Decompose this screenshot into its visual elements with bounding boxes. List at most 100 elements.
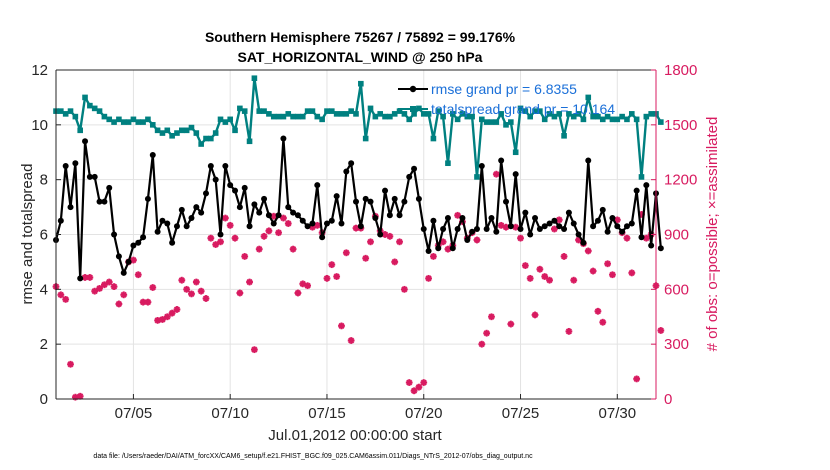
obs-point — [289, 245, 297, 253]
totalspread-point — [561, 133, 567, 139]
obs-point — [173, 306, 181, 313]
rmse-point — [643, 182, 650, 189]
totalspread-point — [338, 111, 345, 117]
rmse-point — [628, 220, 635, 227]
totalspread-point — [270, 113, 277, 120]
obs-point — [570, 276, 578, 284]
totalspread-point — [77, 127, 83, 134]
rmse-point — [648, 242, 655, 249]
rmse-point — [614, 223, 621, 230]
totalspread-point — [570, 113, 577, 120]
rmse-point — [222, 162, 229, 169]
rmse-point — [232, 187, 239, 194]
footnote: data file: /Users/raeder/DAI/ATM_forcXX/… — [93, 453, 533, 460]
rmse-point — [367, 198, 374, 205]
totalspread-point — [362, 135, 369, 142]
totalspread-point — [522, 108, 529, 114]
rmse-point — [275, 212, 282, 219]
totalspread-point — [58, 108, 64, 114]
obs-point — [163, 313, 171, 321]
rmse-point — [198, 209, 205, 216]
obs-point — [347, 337, 355, 344]
obs-point — [313, 221, 321, 229]
totalspread-point — [420, 111, 427, 117]
rmse-point — [377, 231, 384, 238]
rmse-point — [551, 217, 558, 224]
y2-tick-label: 1500 — [664, 117, 697, 134]
rmse-point — [82, 138, 89, 145]
totalspread-point — [217, 116, 224, 123]
rmse-point — [294, 212, 301, 219]
rmse-point — [338, 220, 345, 227]
rmse-point — [406, 173, 413, 180]
obs-point — [391, 258, 399, 266]
rmse-point — [498, 157, 505, 164]
totalspread-point — [290, 113, 296, 120]
totalspread-point — [232, 127, 238, 134]
rmse-point — [527, 231, 534, 238]
legend-rmse-marker — [409, 85, 417, 93]
rmse-point — [217, 231, 224, 238]
rmse-point — [86, 173, 93, 180]
totalspread-point — [329, 108, 335, 114]
obs-point — [236, 289, 244, 297]
rmse-point — [193, 204, 200, 211]
rmse-point — [106, 184, 113, 191]
rmse-point — [207, 162, 214, 169]
obs-point — [221, 214, 229, 222]
rmse-point — [333, 193, 340, 200]
totalspread-point — [566, 111, 572, 117]
obs-point — [183, 285, 191, 293]
obs-point — [217, 238, 224, 246]
totalspread-point — [575, 111, 582, 117]
totalspread-point — [285, 111, 292, 117]
rmse-point — [130, 242, 137, 249]
obs-point — [367, 238, 374, 246]
totalspread-point — [183, 127, 190, 134]
rmse-point — [604, 228, 611, 235]
rmse-point — [314, 182, 321, 189]
rmse-point — [362, 195, 369, 202]
rmse-point — [430, 217, 437, 224]
obs-point — [628, 269, 636, 277]
totalspread-point — [188, 124, 195, 131]
totalspread-point — [629, 111, 635, 117]
rmse-point — [570, 220, 577, 227]
rmse-point — [343, 168, 350, 175]
totalspread-point — [72, 113, 79, 120]
obs-point — [550, 225, 558, 233]
totalspread-point — [299, 113, 306, 120]
rmse-point — [386, 212, 393, 219]
obs-point — [62, 295, 70, 303]
totalspread-point — [159, 130, 166, 136]
obs-point — [231, 234, 239, 242]
chart-subtitle: SAT_HORIZONTAL_WIND @ 250 hPa — [238, 49, 483, 65]
legend-spread-label: totalspread grand pr = 10.164 — [431, 101, 615, 117]
rmse-point — [299, 217, 306, 224]
totalspread-point — [488, 119, 495, 125]
obs-point — [197, 287, 205, 295]
rmse-point — [353, 198, 359, 205]
obs-point — [531, 311, 539, 319]
obs-point — [226, 221, 234, 229]
obs-point — [633, 375, 641, 383]
rmse-point — [633, 187, 640, 194]
totalspread-point — [280, 113, 287, 120]
totalspread-point — [304, 108, 311, 114]
legend-rmse-label: rmse grand pr = 6.8355 — [431, 81, 577, 97]
y2-tick-label: 1800 — [664, 62, 697, 79]
totalspread-point — [333, 111, 340, 117]
obs-point — [178, 276, 186, 284]
y-tick-label: 2 — [40, 336, 48, 353]
totalspread-point — [275, 113, 282, 120]
rmse-point — [241, 184, 248, 191]
obs-point — [246, 278, 253, 286]
obs-point — [115, 300, 123, 308]
rmse-point — [135, 239, 142, 246]
totalspread-point — [658, 119, 664, 125]
rmse-point — [425, 247, 432, 254]
obs-point — [589, 267, 597, 275]
totalspread-point — [358, 80, 364, 87]
totalspread-point — [595, 113, 601, 120]
rmse-point — [440, 226, 447, 233]
